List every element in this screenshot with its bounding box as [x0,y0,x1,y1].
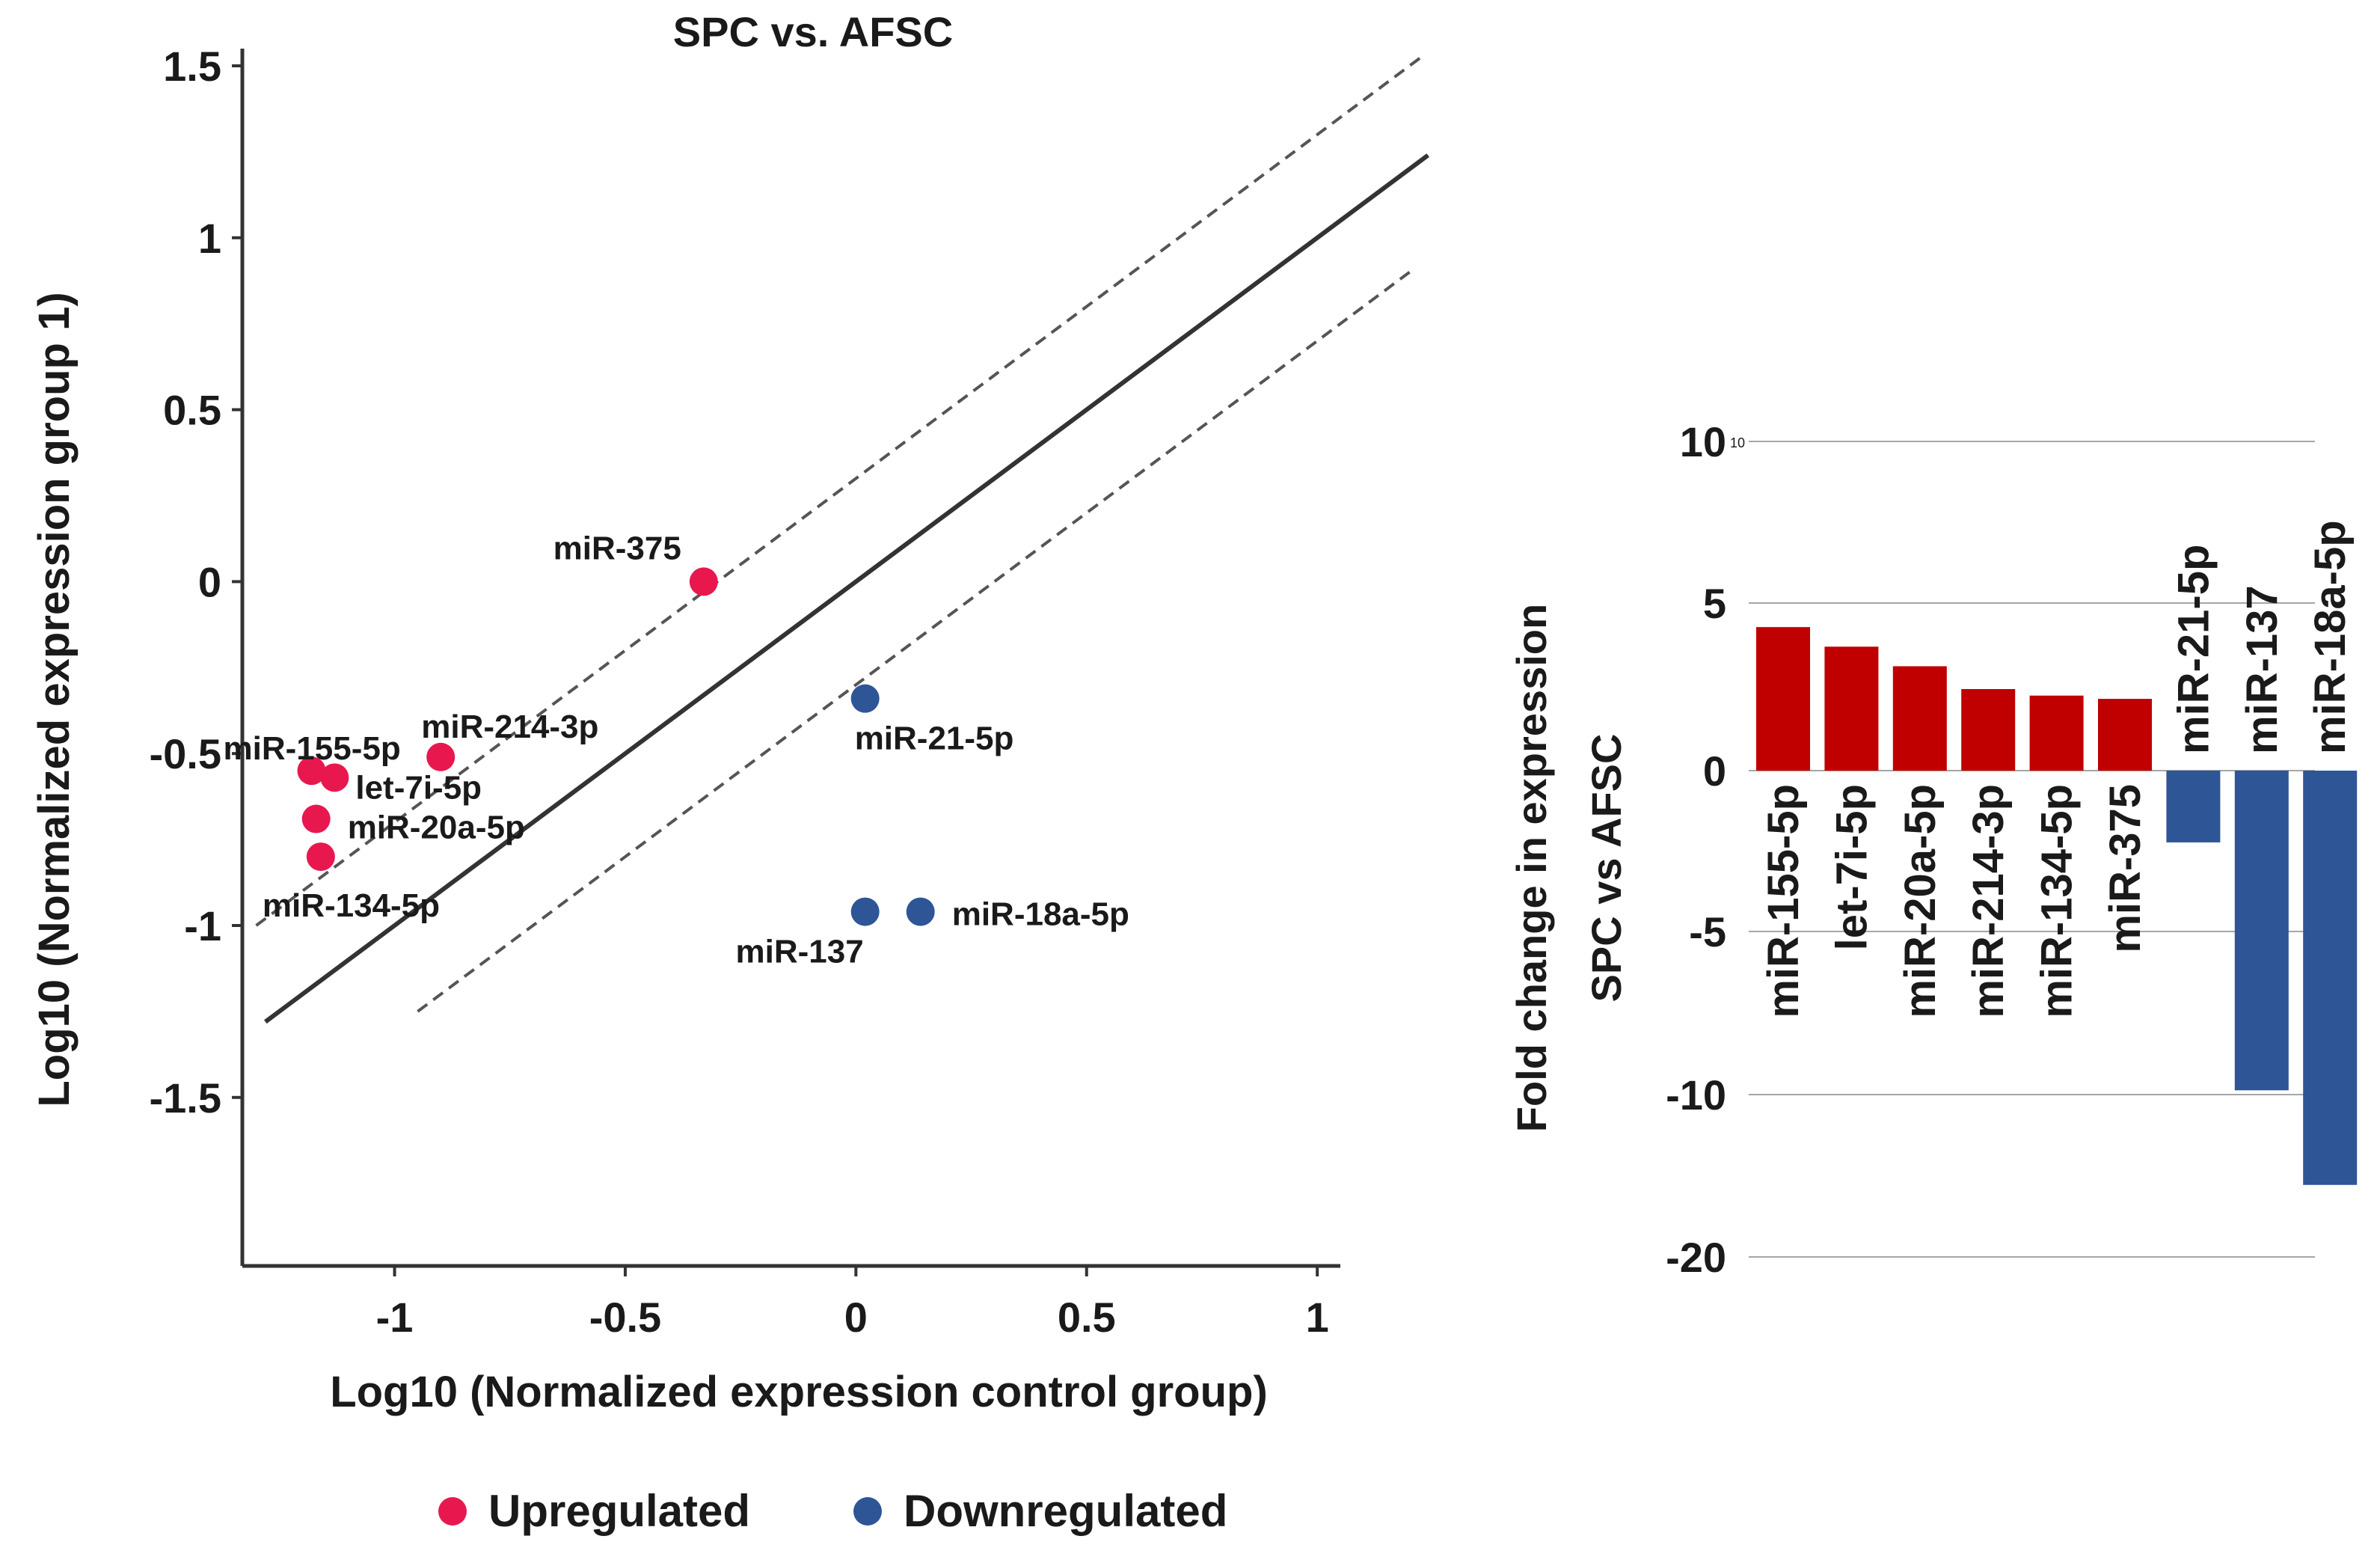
x-ticks: -1 -0.5 0 0.5 1 [376,1266,1329,1341]
point-miR-137 [850,897,880,926]
x-tick-label: 0 [844,1294,868,1341]
bar-miR-21-5p [2166,771,2221,842]
bar-gridlines [1749,441,2315,1258]
identity-line [264,153,1429,1024]
bar-miR-137 [2234,771,2289,1091]
y-tick-label: -1.5 [150,1074,222,1122]
bar-y-tick-label: -5 [1689,908,1726,955]
bar-label-let-7i-5p: let-7i-5p [1827,784,1876,950]
bar-y-tick-label: -10 [1666,1071,1726,1119]
x-tick-label: 1 [1306,1294,1329,1341]
point-label-miR-20a-5p: miR-20a-5p [348,810,525,846]
y-tick-label: -0.5 [150,730,222,777]
reference-lines [255,54,1429,1024]
point-miR-214-3p [426,742,456,771]
y-tick-label: 1.5 [163,43,221,90]
x-axis-label: Log10 (Normalized expression control gro… [330,1368,1268,1416]
legend-marker-1 [853,1497,882,1526]
data-points [297,567,935,926]
scatter-title: SPC vs. AFSC [673,8,953,55]
bar-y-tick-label: 5 [1703,580,1726,627]
point-miR-134-5p [306,842,335,872]
y-tick-label: 0.5 [163,387,221,434]
point-label-miR-214-3p: miR-214-3p [421,709,598,745]
bar-label-miR-375: miR-375 [2101,784,2150,953]
bar-category-labels: miR-155-5p let-7i-5p miR-20a-5p miR-214-3p m… [1759,520,2355,1018]
y-tick-label: -1 [184,902,221,949]
bars [1756,627,2358,1185]
threshold-line-1 [255,54,1425,927]
bar-label-miR-155-5p: miR-155-5p [1759,784,1808,1018]
bar-label-miR-21-5p: miR-21-5p [2169,545,2218,754]
bar-miR-214-3p [1961,689,2016,771]
point-miR-20a-5p [301,804,331,833]
y-tick-label: 1 [198,215,221,262]
bar-miR-18a-5p [2303,771,2358,1185]
y-tick-label: 0 [198,558,221,605]
y-ticks: 1.5 1 0.5 0 -0.5 -1 -1.5 [150,43,242,1122]
bar-y-axis-label-line1: Fold change in expression [1508,604,1555,1132]
bar-label-miR-214-3p: miR-214-3p [1964,784,2013,1018]
point-label-let-7i-5p: let-7i-5p [355,769,482,806]
point-miR-155-5p [297,756,326,786]
scatter-panel: SPC vs. AFSC -1 -0.5 0 0.5 1 1.510.50-0.5-1-… [30,8,1429,1536]
bar-y-ticks: 10 5 0 -5 -10 -20 [1666,418,1726,1281]
bar-label-miR-134-5p: miR-134-5p [2033,784,2082,1018]
point-label-miR-137: miR-137 [736,934,864,970]
point-miR-21-5p [850,684,880,713]
bar-y-tick-label: 10 [1680,418,1726,465]
point-label-miR-21-5p: miR-21-5p [855,721,1014,757]
y-axis-label: Log10 (Normalized expression group 1) [30,292,79,1107]
point-miR-18a-5p [906,897,935,926]
bar-label-miR-20a-5p: miR-20a-5p [1896,784,1945,1018]
bar-y-tick-superscript: 10 [1730,435,1745,450]
bar-label-miR-18a-5p: miR-18a-5p [2306,520,2355,754]
point-label-miR-18a-5p: miR-18a-5p [952,896,1129,933]
bar-miR-375 [2098,699,2152,771]
bar-let-7i-5p [1824,646,1879,771]
legend-label-1: Downregulated [904,1486,1227,1536]
legend-marker-0 [438,1497,467,1526]
bar-y-tick-label: 0 [1703,747,1726,795]
bar-miR-20a-5p [1892,666,1947,771]
x-tick-label: 0.5 [1058,1294,1116,1341]
point-let-7i-5p [320,763,349,792]
bar-label-miR-137: miR-137 [2238,585,2287,754]
bar-panel: 10 5 0 -5 -10 -20 10 miR-155-5p let-7i-5p miR-2… [1508,418,2358,1281]
legend-label-0: Upregulated [488,1486,750,1536]
x-tick-label: -0.5 [589,1294,662,1341]
point-label-miR-375: miR-375 [553,530,681,566]
bar-miR-155-5p [1756,627,1810,771]
point-miR-375 [689,567,718,596]
legend: Upregulated Downregulated [438,1486,1227,1536]
threshold-line-2 [417,271,1411,1013]
bar-miR-134-5p [2029,695,2084,771]
bar-y-axis-label-line2: SPC vs AFSC [1583,734,1630,1003]
x-tick-label: -1 [376,1294,414,1341]
bar-y-tick-label: -20 [1666,1234,1726,1281]
point-label-miR-134-5p: miR-134-5p [263,887,440,924]
point-label-miR-155-5p: miR-155-5p [224,730,401,767]
